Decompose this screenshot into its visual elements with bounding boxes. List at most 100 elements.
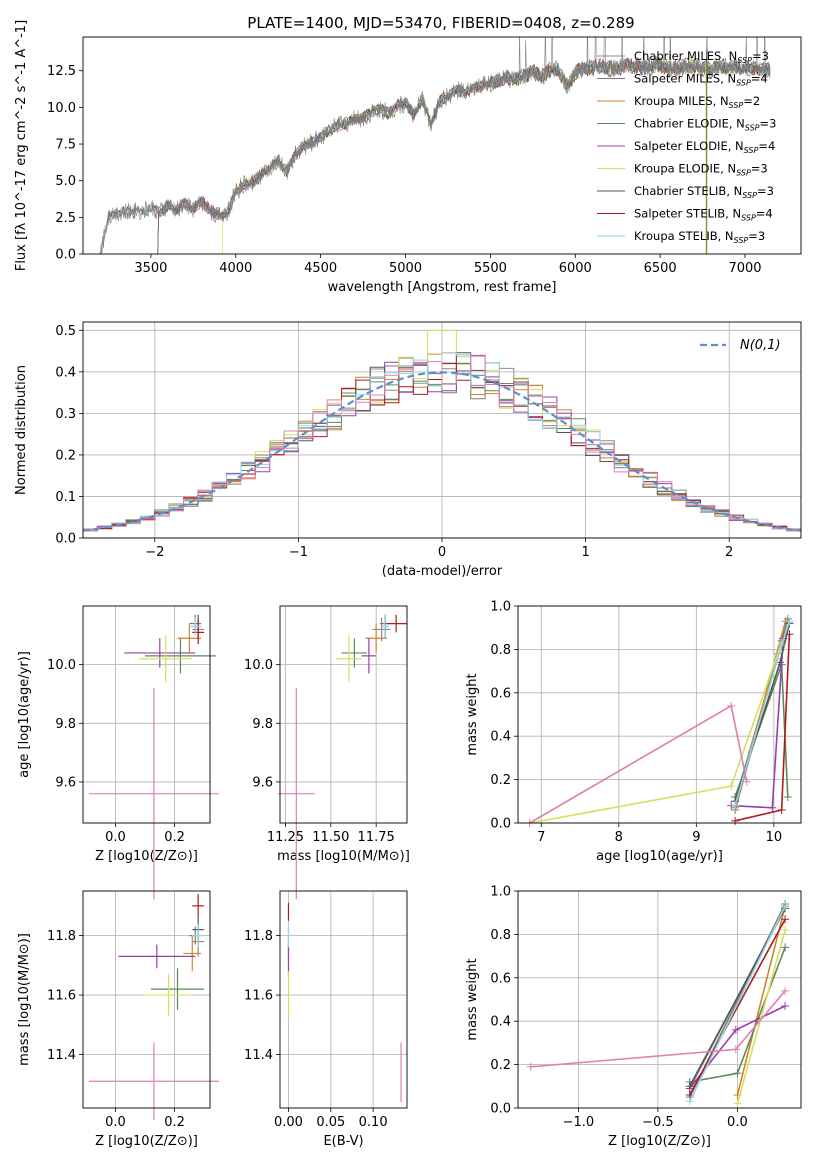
mass-weight-marker <box>727 782 736 791</box>
errorbar-point <box>278 688 315 900</box>
mass-weight-marker <box>768 803 777 812</box>
legend-label-sub: SSP <box>741 214 756 223</box>
mass-weight-marker <box>781 926 790 935</box>
figure-title: PLATE=1400, MJD=53470, FIBERID=0408, z=0… <box>247 14 634 32</box>
x-tick-label: −2 <box>145 545 164 560</box>
y-tick-label: 0.2 <box>55 448 76 463</box>
errorbar-point <box>385 614 407 633</box>
mass-weight-series <box>736 906 786 1096</box>
errorbar-point <box>372 617 391 642</box>
mass-weight-marker <box>781 902 790 911</box>
y-tick-label: 0.2 <box>490 773 511 788</box>
mass-weight-marker <box>731 1045 740 1054</box>
x-tick-label: 6500 <box>644 261 677 276</box>
legend-label: Chabrier STELIB, NSSP=3 <box>634 184 774 200</box>
x-tick-label: 8 <box>615 830 623 845</box>
x-tick-label: −0.5 <box>642 1115 674 1130</box>
y-axis-label: Normed distribution <box>14 365 29 495</box>
x-tick-label: 5500 <box>474 261 507 276</box>
x-axis-label: wavelength [Angstrom, rest frame] <box>328 280 557 295</box>
legend-label: Kroupa ELODIE, NSSP=3 <box>634 162 768 178</box>
errorbar-point <box>341 638 368 668</box>
legend-label: Chabrier MILES, NSSP=3 <box>634 49 769 65</box>
y-tick-label: 0.3 <box>55 407 76 422</box>
x-tick-label: −1 <box>289 545 308 560</box>
y-tick-label: 9.6 <box>55 775 76 790</box>
x-tick-label: 1 <box>581 545 589 560</box>
mass-weight-marker <box>685 1097 694 1106</box>
legend-label-nssp: =3 <box>751 162 768 176</box>
y-tick-label: 0.4 <box>490 1015 511 1030</box>
mass-weight-series <box>688 918 786 1096</box>
panel-age_vs_mass: 11.25 11.50 11.75 9.6 9.8 10.0 mass [log10(M/M… <box>244 605 410 900</box>
y-tick-label: 1.0 <box>490 885 511 900</box>
y-tick-label: 5.0 <box>55 174 76 189</box>
legend-label-text: Kroupa MILES, N <box>634 94 729 108</box>
errorbar-point <box>192 620 205 645</box>
y-axis-label: age [log10(age/yr)] <box>17 651 32 778</box>
y-tick-label: 0.8 <box>490 643 511 658</box>
panel-massweight_vs_age: 7 8 9 10 0.0 0.2 0.4 0.6 0.8 1.0 age [log10(age/yr… <box>465 600 802 864</box>
legend-label-sub: SSP <box>729 101 744 110</box>
x-axis-label: age [log10(age/yr)] <box>596 849 723 864</box>
mass-weight-marker <box>526 1062 535 1071</box>
mass-weight-marker <box>742 777 751 786</box>
x-tick-label: 7 <box>537 830 545 845</box>
legend-label-text: Chabrier STELIB, N <box>634 184 742 198</box>
legend-label-sub: SSP <box>736 79 751 88</box>
y-tick-label: 2.5 <box>55 211 76 226</box>
legend-label-text: Chabrier MILES, N <box>634 49 737 63</box>
errorbar-point <box>88 688 219 900</box>
errorbar-point <box>192 893 205 918</box>
legend-label-nssp: =3 <box>748 229 765 243</box>
legend-label-text: Kroupa ELODIE, N <box>634 162 736 176</box>
legend-label-nssp: =4 <box>758 139 775 153</box>
mass-weight-marker <box>781 986 790 995</box>
panels-layer: 3500 4000 4500 5000 5500 6000 6500 7000 0.0 2.5 5.… <box>14 20 802 1149</box>
mass-weight-marker <box>777 641 786 650</box>
errorbar-point <box>124 638 196 668</box>
errorbar-point <box>336 635 362 683</box>
legend-label: Salpeter MILES, NSSP=4 <box>634 72 768 88</box>
y-axis-label: mass [log10(M/M⊙)] <box>17 933 32 1066</box>
y-tick-label: 0.0 <box>490 817 511 832</box>
mass-weight-marker <box>777 805 786 814</box>
legend-label-sub: SSP <box>736 169 751 178</box>
y-tick-label: 0.8 <box>490 928 511 943</box>
legend-label-nssp: =4 <box>756 207 773 221</box>
spectrum-lines <box>99 37 771 254</box>
y-tick-label: 11.6 <box>47 989 76 1004</box>
legend-label-text: Salpeter STELIB, N <box>634 207 741 221</box>
errorbar-point <box>192 923 205 948</box>
legend-label-text: Chabrier ELODIE, N <box>634 117 745 131</box>
errorbar-point <box>189 617 202 636</box>
x-axis-label: mass [log10(M/M⊙)] <box>277 849 410 864</box>
mass-weight-marker <box>731 1025 740 1034</box>
panel-mass_vs_ebv: 0.00 0.05 0.10 11.4 11.6 11.8 E(B-V) <box>244 890 408 1149</box>
y-tick-label: 0.2 <box>490 1058 511 1073</box>
legend-label: Salpeter ELODIE, NSSP=4 <box>634 139 775 155</box>
y-tick-label: 0.4 <box>55 365 76 380</box>
x-tick-label: 4500 <box>304 261 337 276</box>
errorbar-point <box>139 635 193 683</box>
legend-label-nssp: =3 <box>752 49 769 63</box>
axes-frame <box>82 890 211 1109</box>
x-tick-label: 0.0 <box>105 1115 126 1130</box>
y-tick-label: 10.0 <box>47 101 76 116</box>
y-axis-label: Flux [fλ 10^-17 erg cm^-2 s^-1 A^-1] <box>14 20 29 271</box>
y-tick-label: 0.4 <box>490 730 511 745</box>
mass-weight-marker <box>731 801 740 810</box>
x-tick-label: 2 <box>725 545 733 560</box>
axes-frame <box>517 605 802 824</box>
x-tick-label: 7000 <box>728 261 761 276</box>
y-tick-label: 11.4 <box>47 1048 76 1063</box>
x-axis-label: E(B-V) <box>323 1134 363 1149</box>
mass-weight-marker <box>781 943 790 952</box>
axes-frame <box>279 605 408 824</box>
y-tick-label: 0.0 <box>55 248 76 263</box>
mass-weight-marker <box>781 1002 790 1011</box>
panel-massweight_vs_Z: −1.0 −0.5 0.0 0.0 0.2 0.4 0.6 0.8 1.0 Z [log10(Z/… <box>465 885 802 1149</box>
x-axis-label: Z [log10(Z/Z⊙)] <box>608 1134 711 1149</box>
y-tick-label: 9.6 <box>252 775 273 790</box>
